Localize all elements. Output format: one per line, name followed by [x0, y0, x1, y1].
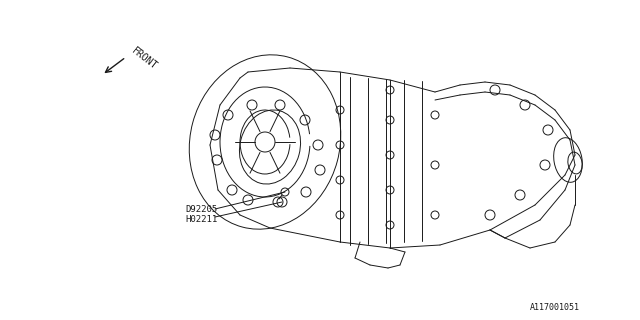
Text: H02211: H02211 [185, 214, 217, 223]
Text: D92205: D92205 [185, 204, 217, 213]
Text: A117001051: A117001051 [530, 303, 580, 312]
Text: FRONT: FRONT [130, 46, 159, 72]
